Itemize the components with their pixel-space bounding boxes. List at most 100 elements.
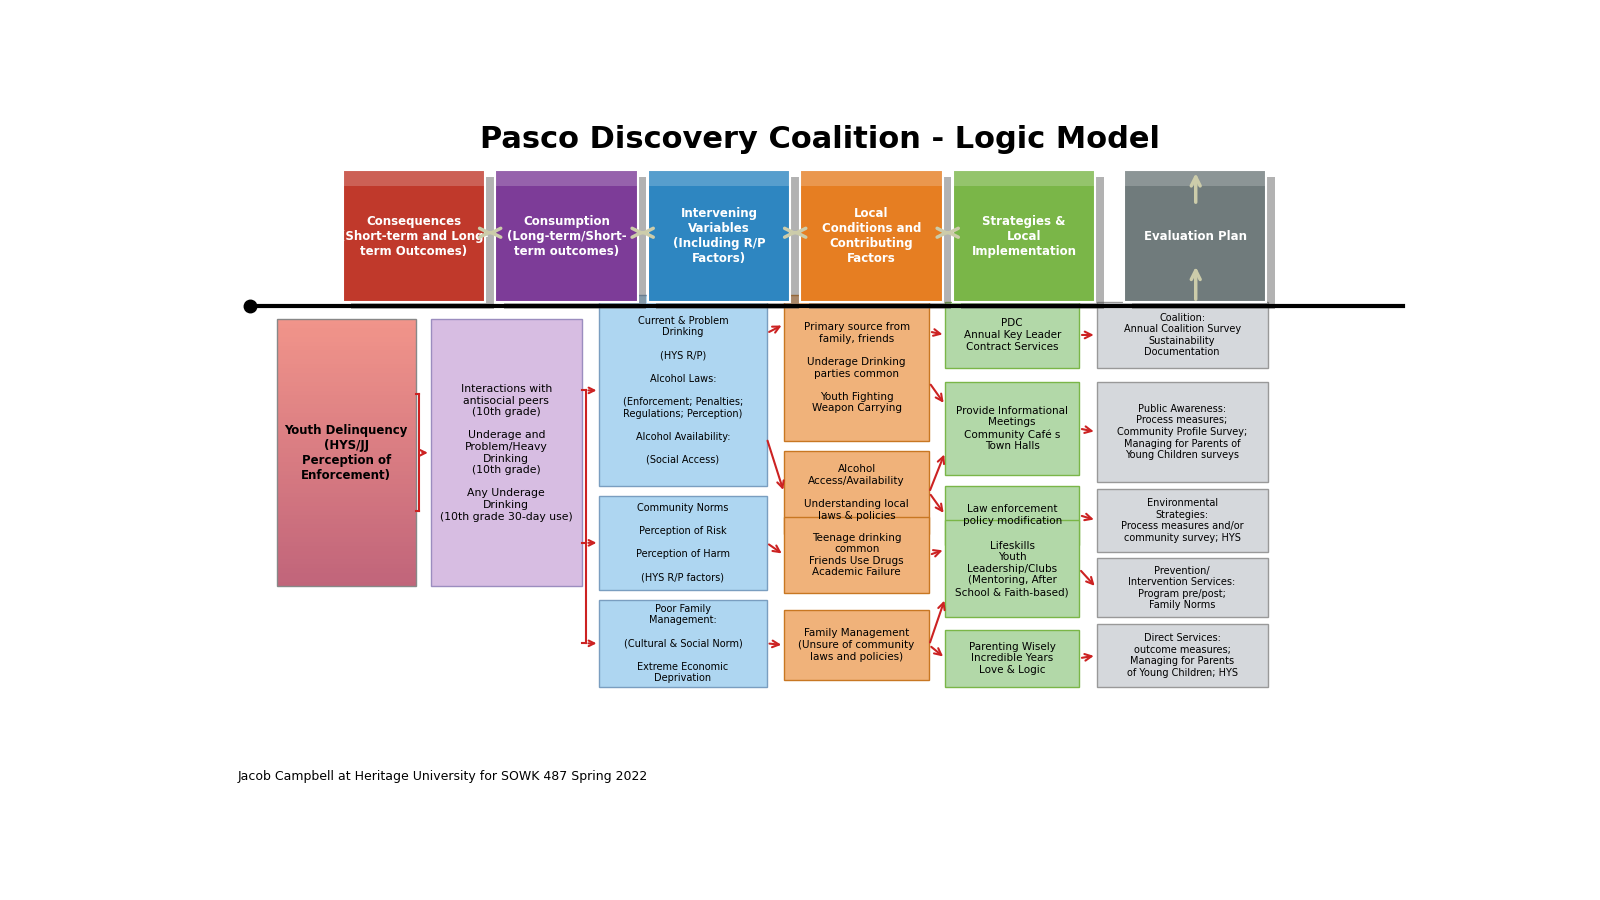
FancyBboxPatch shape [1096, 558, 1267, 617]
FancyBboxPatch shape [600, 496, 766, 590]
FancyBboxPatch shape [277, 506, 416, 510]
Text: Law enforcement
policy modification: Law enforcement policy modification [963, 504, 1062, 526]
FancyBboxPatch shape [277, 564, 416, 569]
Text: Parenting Wisely
Incredible Years
Love & Logic: Parenting Wisely Incredible Years Love &… [968, 642, 1056, 675]
FancyBboxPatch shape [656, 177, 798, 309]
FancyBboxPatch shape [277, 489, 416, 493]
FancyBboxPatch shape [277, 453, 416, 457]
Text: Consumption
(Long-term/Short-
term outcomes): Consumption (Long-term/Short- term outco… [507, 215, 626, 257]
FancyBboxPatch shape [277, 328, 416, 333]
Text: Jacob Campbell at Heritage University for SOWK 487 Spring 2022: Jacob Campbell at Heritage University fo… [237, 770, 648, 783]
FancyBboxPatch shape [277, 444, 416, 448]
FancyBboxPatch shape [277, 462, 416, 466]
FancyBboxPatch shape [277, 368, 416, 373]
FancyBboxPatch shape [277, 426, 416, 430]
FancyBboxPatch shape [946, 382, 1078, 475]
FancyBboxPatch shape [1096, 490, 1267, 552]
Text: PDC
Annual Key Leader
Contract Services: PDC Annual Key Leader Contract Services [963, 319, 1061, 352]
FancyBboxPatch shape [277, 338, 416, 342]
FancyBboxPatch shape [277, 413, 416, 418]
FancyBboxPatch shape [277, 400, 416, 404]
Text: Environmental
Strategies:
Process measures and/or
community survey; HYS: Environmental Strategies: Process measur… [1120, 498, 1243, 543]
FancyBboxPatch shape [1133, 177, 1275, 309]
FancyBboxPatch shape [277, 421, 416, 426]
FancyBboxPatch shape [277, 555, 416, 560]
Text: Prevention/
Intervention Services:
Program pre/post;
Family Norms: Prevention/ Intervention Services: Progr… [1128, 565, 1235, 610]
FancyBboxPatch shape [277, 569, 416, 572]
FancyBboxPatch shape [277, 510, 416, 515]
FancyBboxPatch shape [277, 324, 416, 328]
FancyBboxPatch shape [277, 439, 416, 444]
FancyBboxPatch shape [277, 551, 416, 555]
FancyBboxPatch shape [494, 170, 638, 302]
Text: Consequences
(Short-term and Long-
term Outcomes): Consequences (Short-term and Long- term … [339, 215, 488, 257]
FancyBboxPatch shape [342, 170, 485, 302]
FancyBboxPatch shape [277, 515, 416, 519]
FancyBboxPatch shape [784, 295, 930, 441]
FancyBboxPatch shape [648, 170, 790, 302]
FancyBboxPatch shape [277, 391, 416, 395]
FancyBboxPatch shape [277, 404, 416, 409]
FancyBboxPatch shape [277, 528, 416, 533]
Text: Teenage drinking
common
Friends Use Drugs
Academic Failure: Teenage drinking common Friends Use Drug… [810, 533, 904, 578]
FancyBboxPatch shape [277, 524, 416, 528]
FancyBboxPatch shape [952, 170, 1096, 185]
FancyBboxPatch shape [277, 373, 416, 377]
Text: Intervening
Variables
(Including R/P
Factors): Intervening Variables (Including R/P Fac… [672, 207, 765, 266]
FancyBboxPatch shape [946, 486, 1078, 544]
FancyBboxPatch shape [946, 630, 1078, 687]
FancyBboxPatch shape [277, 457, 416, 462]
Text: Youth Delinquency
(HYS/JJ
Perception of
Enforcement): Youth Delinquency (HYS/JJ Perception of … [285, 424, 408, 482]
FancyBboxPatch shape [810, 177, 952, 309]
FancyBboxPatch shape [784, 610, 930, 680]
FancyBboxPatch shape [277, 466, 416, 471]
Text: Local
Conditions and
Contributing
Factors: Local Conditions and Contributing Factor… [822, 207, 922, 266]
FancyBboxPatch shape [600, 600, 766, 687]
FancyBboxPatch shape [800, 170, 942, 185]
FancyBboxPatch shape [277, 448, 416, 453]
FancyBboxPatch shape [277, 342, 416, 346]
FancyBboxPatch shape [352, 177, 494, 309]
FancyBboxPatch shape [277, 546, 416, 551]
FancyBboxPatch shape [277, 350, 416, 355]
FancyBboxPatch shape [1123, 170, 1267, 302]
FancyBboxPatch shape [277, 581, 416, 586]
FancyBboxPatch shape [784, 451, 930, 535]
FancyBboxPatch shape [277, 435, 416, 439]
FancyBboxPatch shape [277, 333, 416, 338]
Text: Direct Services:
outcome measures;
Managing for Parents
of Young Children; HYS: Direct Services: outcome measures; Manag… [1126, 633, 1237, 678]
Text: Family Management
(Unsure of community
laws and policies): Family Management (Unsure of community l… [798, 628, 915, 662]
FancyBboxPatch shape [277, 355, 416, 359]
FancyBboxPatch shape [277, 346, 416, 350]
FancyBboxPatch shape [277, 480, 416, 484]
FancyBboxPatch shape [600, 295, 766, 486]
FancyBboxPatch shape [1096, 302, 1267, 368]
FancyBboxPatch shape [277, 493, 416, 497]
FancyBboxPatch shape [800, 170, 942, 302]
FancyBboxPatch shape [277, 377, 416, 382]
Text: Pasco Discovery Coalition - Logic Model: Pasco Discovery Coalition - Logic Model [480, 125, 1160, 154]
FancyBboxPatch shape [277, 501, 416, 506]
FancyBboxPatch shape [1123, 170, 1267, 185]
FancyBboxPatch shape [277, 533, 416, 537]
Text: Primary source from
family, friends

Underage Drinking
parties common

Youth Fig: Primary source from family, friends Unde… [803, 322, 910, 413]
FancyBboxPatch shape [962, 177, 1104, 309]
Text: Evaluation Plan: Evaluation Plan [1144, 230, 1246, 243]
Text: Provide Informational
Meetings
Community Café s
Town Halls: Provide Informational Meetings Community… [957, 406, 1069, 451]
FancyBboxPatch shape [277, 386, 416, 391]
Text: Public Awareness:
Process measures;
Community Profile Survey;
Managing for Paren: Public Awareness: Process measures; Comm… [1117, 404, 1248, 460]
Text: Lifeskills
Youth
Leadership/Clubs
(Mentoring, After
School & Faith-based): Lifeskills Youth Leadership/Clubs (Mento… [955, 541, 1069, 597]
FancyBboxPatch shape [277, 409, 416, 413]
FancyBboxPatch shape [946, 520, 1078, 617]
FancyBboxPatch shape [277, 484, 416, 489]
Text: Coalition:
Annual Coalition Survey
Sustainability
Documentation: Coalition: Annual Coalition Survey Susta… [1123, 312, 1240, 357]
FancyBboxPatch shape [277, 418, 416, 421]
Text: Community Norms

Perception of Risk

Perception of Harm

(HYS R/P factors): Community Norms Perception of Risk Perce… [635, 503, 730, 582]
FancyBboxPatch shape [494, 170, 638, 185]
FancyBboxPatch shape [277, 320, 416, 324]
FancyBboxPatch shape [277, 471, 416, 475]
Text: Alcohol
Access/Availability

Understanding local
laws & policies: Alcohol Access/Availability Understandin… [805, 464, 909, 521]
Text: Current & Problem
Drinking

(HYS R/P)

Alcohol Laws:

(Enforcement; Penalties;
R: Current & Problem Drinking (HYS R/P) Alc… [622, 316, 742, 465]
FancyBboxPatch shape [504, 177, 646, 309]
FancyBboxPatch shape [277, 519, 416, 524]
